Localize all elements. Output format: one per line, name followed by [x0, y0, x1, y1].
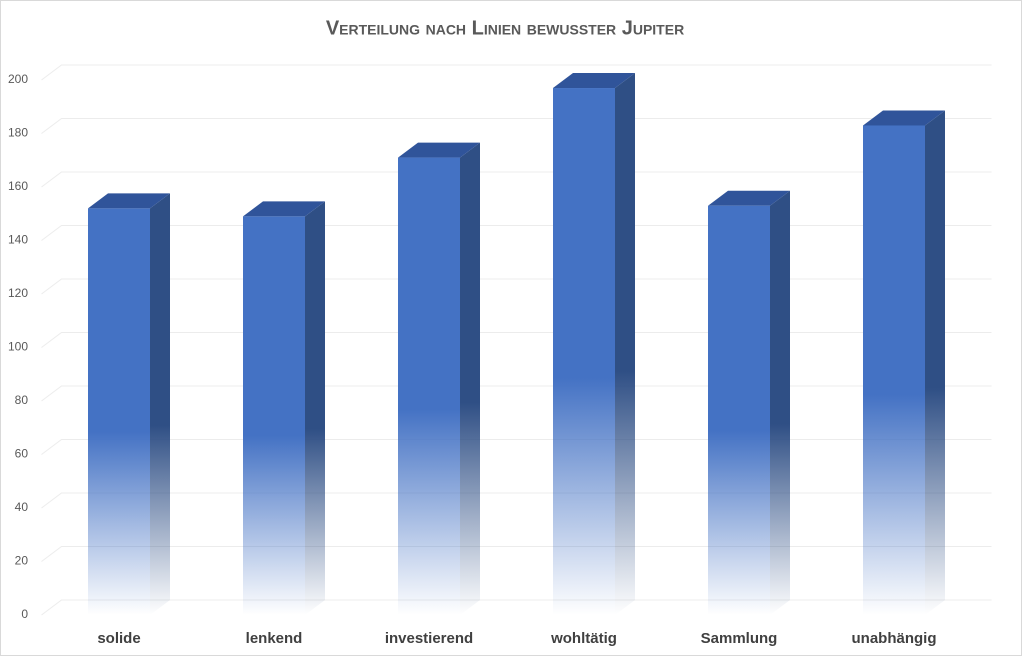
y-tick-label: 120: [8, 286, 28, 300]
bar-side: [150, 193, 170, 615]
y-tick-label: 80: [15, 393, 29, 407]
bar-side: [770, 190, 790, 615]
grid-line: [41, 492, 992, 509]
x-tick-label: unabhängig: [852, 630, 937, 647]
grid-line: [41, 64, 992, 81]
grid-line: [41, 332, 992, 348]
bar-top: [553, 73, 635, 89]
grid-line: [41, 118, 992, 134]
y-tick-label: 160: [8, 179, 28, 193]
grid-line: [41, 225, 992, 241]
bar-side: [460, 142, 480, 615]
y-tick-label: 180: [8, 126, 28, 140]
bar-side: [615, 73, 635, 615]
bar-side: [305, 201, 325, 616]
bar: [708, 205, 770, 615]
bar-top: [243, 201, 325, 217]
bar: [88, 208, 150, 615]
y-tick-label: 100: [8, 340, 28, 354]
y-tick-label: 60: [15, 447, 29, 461]
y-tick-label: 140: [8, 233, 28, 247]
grid-line: [41, 385, 992, 402]
bar-top: [863, 110, 945, 126]
x-tick-label: Sammlung: [701, 630, 778, 647]
bar: [243, 216, 305, 616]
x-tick-label: investierend: [385, 630, 473, 647]
bar: [398, 157, 460, 615]
chart-title: Verteilung nach Linien bewusster Jupiter: [326, 17, 684, 39]
grid-line: [41, 599, 992, 616]
bar-top: [398, 142, 480, 158]
y-tick-label: 20: [15, 554, 29, 568]
bar-side: [925, 110, 945, 615]
y-tick-label: 0: [21, 607, 28, 621]
grid-line: [41, 546, 992, 562]
bar-top: [88, 193, 170, 209]
grid-line: [41, 171, 992, 188]
x-tick-label: solide: [97, 630, 140, 647]
y-tick-label: 200: [8, 72, 28, 86]
bar-top: [708, 190, 790, 206]
y-tick-label: 40: [15, 500, 29, 514]
bar: [863, 125, 925, 615]
bar: [553, 88, 615, 615]
x-tick-label: lenkend: [246, 630, 303, 647]
grid-line: [41, 439, 992, 455]
x-tick-label: wohltätig: [550, 630, 617, 647]
grid-line: [41, 278, 992, 295]
